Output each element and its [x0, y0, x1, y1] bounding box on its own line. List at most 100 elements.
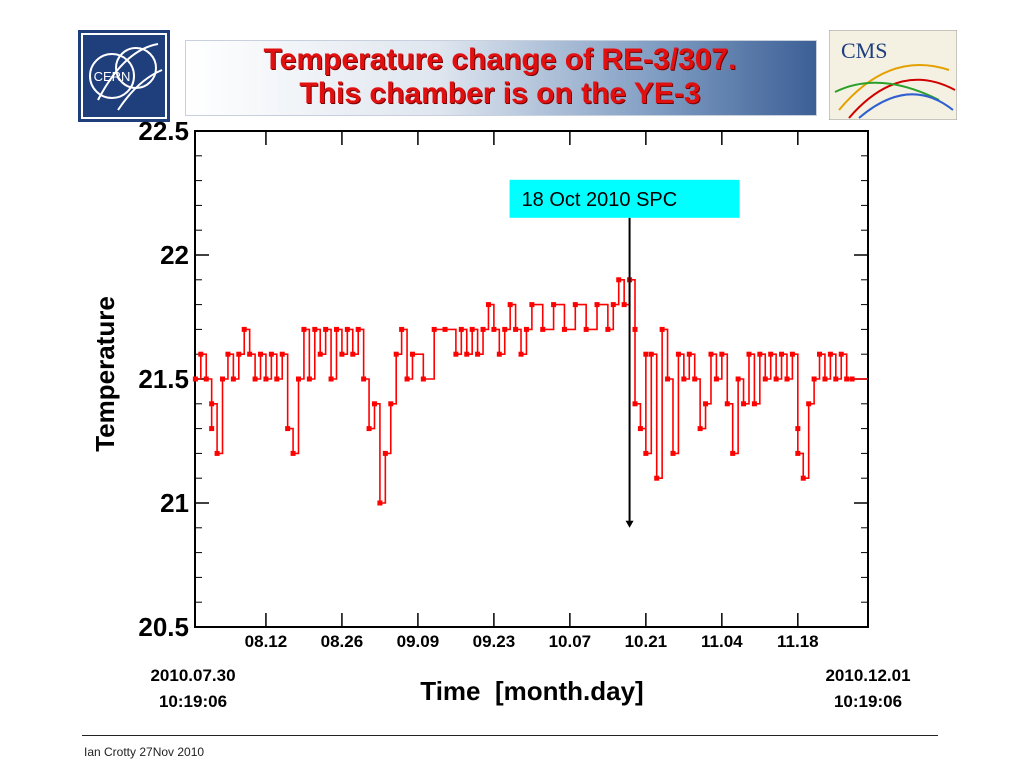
data-point [817, 351, 823, 357]
data-point [203, 376, 209, 382]
data-point [632, 326, 638, 332]
data-point [551, 302, 557, 308]
data-point [605, 326, 611, 332]
data-point [323, 326, 329, 332]
data-point [453, 351, 459, 357]
x-tick-label: 08.26 [321, 632, 364, 651]
data-point [800, 475, 806, 481]
data-point [621, 302, 627, 308]
data-point [779, 351, 785, 357]
data-point [274, 376, 280, 382]
data-point [502, 326, 508, 332]
data-point [220, 376, 226, 382]
data-point [339, 351, 345, 357]
data-point [382, 450, 388, 456]
data-point [795, 426, 801, 432]
data-point [561, 326, 567, 332]
data-point [735, 376, 741, 382]
data-point [703, 401, 709, 407]
data-point [811, 376, 817, 382]
x-tick-label: 09.09 [397, 632, 440, 651]
cern-logo: CERN [78, 30, 170, 122]
data-point [371, 401, 377, 407]
data-point [241, 326, 247, 332]
data-point [827, 351, 833, 357]
data-point [317, 351, 323, 357]
data-point [209, 426, 215, 432]
data-point [730, 450, 736, 456]
data-point [258, 351, 264, 357]
x-end-time: 10:19:06 [834, 692, 902, 711]
cms-logo-text: CMS [841, 38, 887, 63]
data-point [404, 376, 410, 382]
y-tick-label: 22.5 [138, 116, 189, 146]
data-point [198, 351, 204, 357]
data-point [366, 426, 372, 432]
data-point [632, 401, 638, 407]
data-point [681, 376, 687, 382]
y-tick-label: 20.5 [138, 612, 189, 642]
data-point [746, 351, 752, 357]
x-start-date: 2010.07.30 [150, 666, 235, 685]
data-point [659, 326, 665, 332]
data-point [236, 351, 242, 357]
data-point [192, 376, 198, 382]
data-point [762, 376, 768, 382]
data-point [849, 376, 855, 382]
y-tick-label: 21.5 [138, 364, 189, 394]
data-point [442, 326, 448, 332]
data-point [616, 277, 622, 283]
title-banner [185, 40, 817, 116]
y-axis: 20.5 21 21.5 22 22.5 [138, 116, 868, 642]
data-point [268, 351, 274, 357]
y-tick-label: 21 [160, 488, 189, 518]
x-tick-label: 10.21 [625, 632, 668, 651]
data-point [399, 326, 405, 332]
x-tick-label: 09.23 [473, 632, 516, 651]
annotation-arrow-head [625, 520, 634, 528]
data-point [491, 326, 497, 332]
data-point [388, 401, 394, 407]
footer-text: Ian Crotty 27Nov 2010 [84, 745, 205, 759]
data-point [518, 351, 524, 357]
x-tick-label: 08.12 [245, 632, 288, 651]
footer-divider [82, 735, 938, 736]
data-point [572, 302, 578, 308]
data-point [301, 326, 307, 332]
data-point [654, 475, 660, 481]
data-point [789, 351, 795, 357]
data-point [464, 351, 470, 357]
data-point [458, 326, 464, 332]
data-point [806, 401, 812, 407]
data-point [409, 351, 415, 357]
data-point [209, 401, 215, 407]
data-point [377, 500, 383, 506]
data-point [708, 351, 714, 357]
data-point [686, 351, 692, 357]
y-tick-label: 22 [160, 240, 189, 270]
title-line-1: Temperature change of RE-3/307. [263, 43, 737, 76]
data-point [361, 376, 367, 382]
x-tick-label: 10.07 [549, 632, 592, 651]
data-point [523, 326, 529, 332]
data-point [312, 326, 318, 332]
data-point [540, 326, 546, 332]
data-point [692, 376, 698, 382]
data-point [513, 326, 519, 332]
data-point [420, 376, 426, 382]
data-point [306, 376, 312, 382]
data-point [252, 376, 258, 382]
data-point [507, 302, 513, 308]
data-point [665, 376, 671, 382]
data-point [355, 326, 361, 332]
data-point [496, 351, 502, 357]
x-end-date: 2010.12.01 [825, 666, 910, 685]
data-point [643, 351, 649, 357]
data-point [263, 376, 269, 382]
data-point [741, 401, 747, 407]
data-point [247, 351, 253, 357]
data-point [751, 401, 757, 407]
data-point [833, 376, 839, 382]
data-point [670, 450, 676, 456]
